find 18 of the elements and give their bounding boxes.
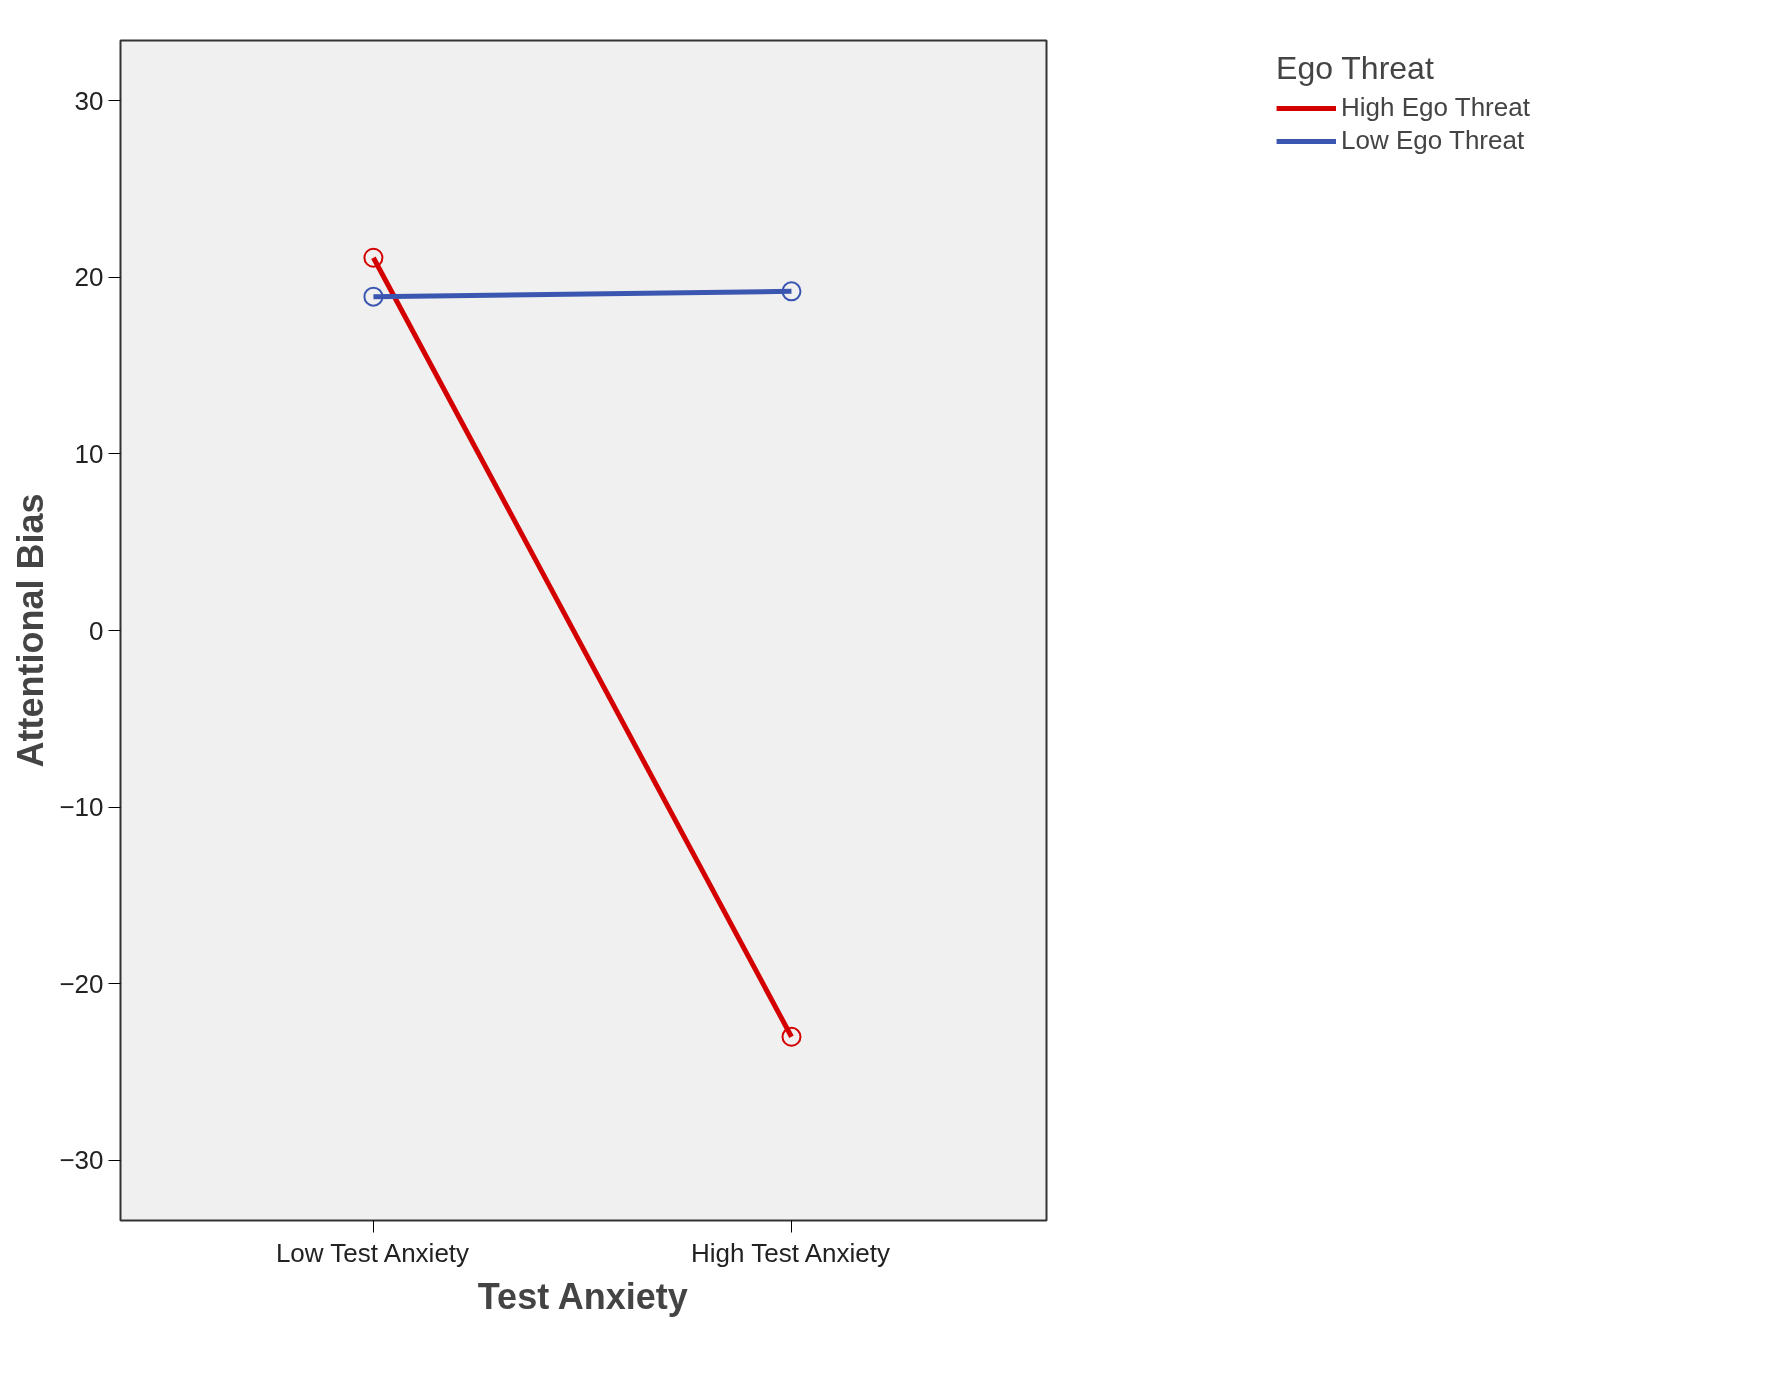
legend-label: High Ego Threat bbox=[1341, 92, 1530, 123]
y-axis-title: Attentional Bias bbox=[10, 493, 52, 768]
x-tick-label: High Test Anxiety bbox=[691, 1237, 891, 1268]
legend-title: Ego Threat bbox=[1276, 50, 1435, 87]
y-tick-label: 20 bbox=[74, 262, 104, 293]
point bbox=[363, 247, 384, 268]
point bbox=[781, 1026, 802, 1047]
y-tick-label: −30 bbox=[59, 1145, 104, 1176]
legend-label: Low Ego Threat bbox=[1341, 125, 1525, 156]
y-tick-label: 10 bbox=[74, 438, 104, 469]
y-tick-label: 30 bbox=[74, 85, 104, 116]
x-axis-title: Test Anxiety bbox=[477, 1275, 688, 1317]
x-tick-label: Low Test Anxiety bbox=[275, 1237, 470, 1268]
y-tick-label: −10 bbox=[59, 792, 104, 823]
y-tick-label: 0 bbox=[89, 615, 104, 646]
y-tick-label: −20 bbox=[59, 968, 104, 999]
point bbox=[363, 286, 384, 307]
point bbox=[781, 281, 802, 302]
